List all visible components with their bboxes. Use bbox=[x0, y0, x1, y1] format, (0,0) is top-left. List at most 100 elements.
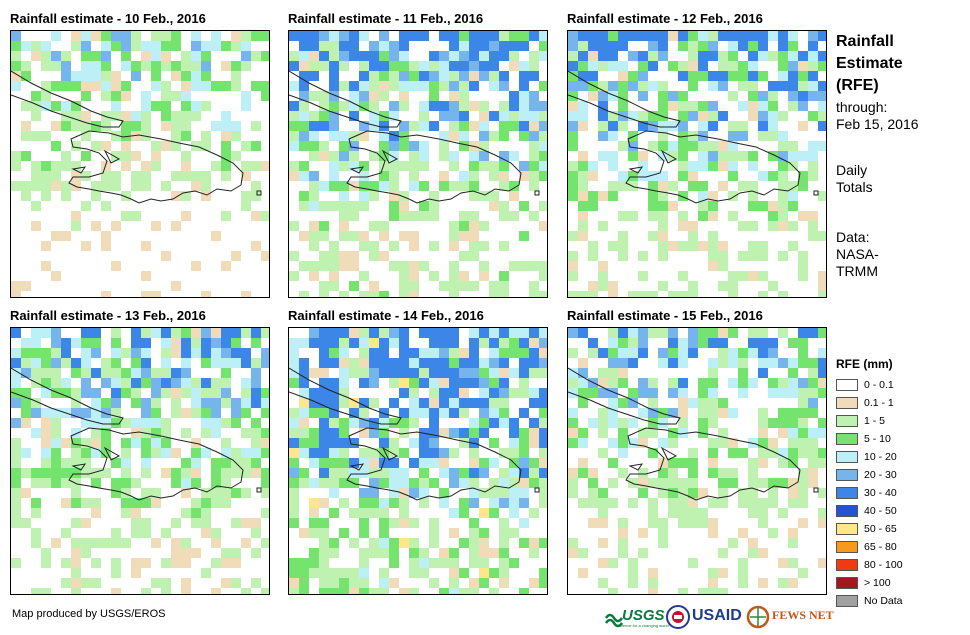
legend-swatch bbox=[836, 505, 858, 517]
rainfall-cell bbox=[588, 488, 598, 498]
rainfall-cell bbox=[151, 101, 161, 111]
rainfall-cell bbox=[509, 31, 519, 41]
rainfall-cell bbox=[618, 121, 628, 131]
rainfall-cell bbox=[738, 101, 748, 111]
rainfall-cell bbox=[718, 261, 728, 271]
rainfall-cell bbox=[51, 428, 61, 438]
rainfall-cell bbox=[808, 211, 818, 221]
rainfall-cell bbox=[101, 61, 111, 71]
rainfall-cell bbox=[439, 61, 449, 71]
rainfall-cell bbox=[748, 241, 758, 251]
rainfall-cell bbox=[728, 71, 738, 81]
rainfall-cell bbox=[181, 468, 191, 478]
rainfall-cell bbox=[319, 231, 329, 241]
cuba-coastline bbox=[568, 70, 681, 128]
rainfall-cell bbox=[409, 518, 419, 528]
rainfall-cell bbox=[628, 151, 638, 161]
rainfall-cell bbox=[171, 31, 181, 41]
rainfall-cell bbox=[211, 398, 221, 408]
rainfall-cell bbox=[449, 348, 459, 358]
rainfall-cell bbox=[429, 71, 439, 81]
rainfall-cell bbox=[409, 398, 419, 408]
rainfall-cell bbox=[211, 488, 221, 498]
rainfall-cell bbox=[808, 458, 818, 468]
rainfall-cell bbox=[778, 71, 788, 81]
rainfall-cell bbox=[568, 478, 578, 488]
rainfall-cell bbox=[718, 588, 728, 594]
rainfall-cell bbox=[51, 468, 61, 478]
rainfall-cell bbox=[369, 468, 379, 478]
rainfall-cell bbox=[469, 468, 479, 478]
rainfall-cell bbox=[11, 418, 21, 428]
rainfall-cell bbox=[499, 558, 509, 568]
rainfall-cell bbox=[171, 171, 181, 181]
rainfall-cell bbox=[698, 71, 708, 81]
rainfall-cell bbox=[449, 478, 459, 488]
rainfall-cell bbox=[389, 211, 399, 221]
rainfall-cell bbox=[101, 241, 111, 251]
rainfall-cell bbox=[539, 538, 547, 548]
rainfall-cell bbox=[469, 488, 479, 498]
rainfall-cell bbox=[41, 191, 51, 201]
hispaniola-coastline bbox=[68, 130, 244, 204]
rainfall-cell bbox=[529, 458, 539, 468]
rainfall-cell bbox=[319, 558, 329, 568]
rainfall-cell bbox=[241, 61, 251, 71]
rainfall-cell bbox=[121, 468, 131, 478]
rainfall-cell bbox=[489, 161, 499, 171]
rainfall-cell bbox=[568, 71, 578, 81]
rainfall-cell bbox=[469, 211, 479, 221]
rainfall-cell bbox=[489, 438, 499, 448]
rainfall-cell bbox=[568, 291, 578, 297]
rainfall-cell bbox=[31, 161, 41, 171]
rainfall-cell bbox=[568, 378, 578, 388]
rainfall-cell bbox=[359, 161, 369, 171]
rainfall-cell bbox=[211, 81, 221, 91]
rainfall-cell bbox=[309, 568, 319, 578]
rainfall-cell bbox=[319, 141, 329, 151]
rainfall-cell bbox=[539, 141, 547, 151]
rainfall-cell bbox=[191, 518, 201, 528]
rainfall-cell bbox=[618, 448, 628, 458]
rainfall-cell bbox=[369, 508, 379, 518]
rainfall-cell bbox=[808, 428, 818, 438]
rainfall-cell bbox=[429, 578, 439, 588]
rainfall-cell bbox=[191, 458, 201, 468]
rainfall-cell bbox=[469, 241, 479, 251]
rainfall-cell bbox=[489, 328, 499, 338]
rainfall-cell bbox=[151, 61, 161, 71]
rainfall-cell bbox=[469, 221, 479, 231]
rainfall-cell bbox=[309, 368, 319, 378]
rainfall-cell bbox=[181, 378, 191, 388]
rainfall-cell bbox=[409, 568, 419, 578]
rainfall-cell bbox=[261, 161, 269, 171]
rainfall-cell bbox=[489, 171, 499, 181]
rainfall-cell bbox=[668, 31, 678, 41]
rainfall-cell bbox=[808, 161, 818, 171]
cuba-coastline bbox=[11, 367, 124, 425]
rainfall-cell bbox=[658, 241, 668, 251]
rainfall-cell bbox=[479, 61, 489, 71]
rainfall-cell bbox=[359, 81, 369, 91]
rainfall-cell bbox=[479, 221, 489, 231]
rainfall-cell bbox=[698, 518, 708, 528]
rainfall-cell bbox=[141, 498, 151, 508]
rainfall-cell bbox=[111, 131, 121, 141]
rainfall-cell bbox=[379, 568, 389, 578]
rainfall-cell bbox=[718, 141, 728, 151]
rainfall-cell bbox=[628, 438, 638, 448]
rainfall-cell bbox=[299, 121, 309, 131]
rainfall-cell bbox=[221, 468, 231, 478]
rainfall-cell bbox=[419, 488, 429, 498]
rainfall-cell bbox=[21, 101, 31, 111]
rainfall-cell bbox=[499, 271, 509, 281]
rainfall-cell bbox=[71, 568, 81, 578]
legend-label: 0 - 0.1 bbox=[864, 379, 894, 391]
rainfall-cell bbox=[111, 181, 121, 191]
rainfall-cell bbox=[191, 51, 201, 61]
rainfall-cell bbox=[349, 41, 359, 51]
rainfall-cell bbox=[578, 31, 588, 41]
rainfall-cell bbox=[608, 368, 618, 378]
legend-label: No Data bbox=[864, 595, 903, 607]
rainfall-cell bbox=[359, 31, 369, 41]
